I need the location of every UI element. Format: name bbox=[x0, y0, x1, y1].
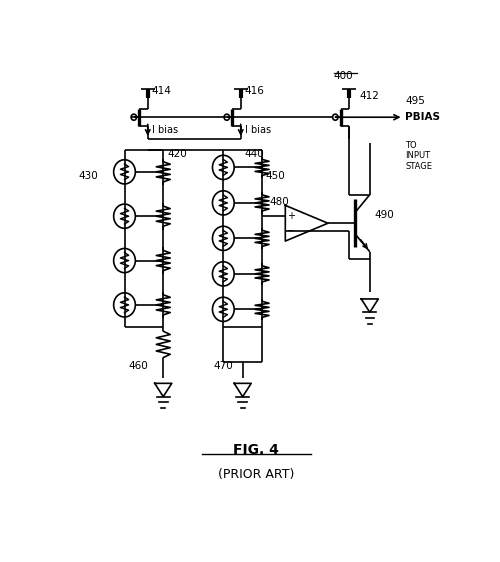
Text: 495: 495 bbox=[406, 96, 425, 106]
Text: 420: 420 bbox=[167, 149, 187, 159]
Text: 490: 490 bbox=[374, 210, 394, 220]
Text: I bias: I bias bbox=[152, 125, 178, 135]
Text: PBIAS: PBIAS bbox=[406, 112, 440, 122]
Text: 450: 450 bbox=[266, 171, 285, 180]
Text: 460: 460 bbox=[128, 361, 148, 371]
Text: I bias: I bias bbox=[244, 125, 271, 135]
Text: −: − bbox=[286, 226, 295, 236]
Text: 470: 470 bbox=[214, 361, 234, 371]
Text: 480: 480 bbox=[270, 197, 289, 207]
Text: 414: 414 bbox=[152, 86, 172, 96]
Text: 430: 430 bbox=[78, 171, 98, 180]
Text: 416: 416 bbox=[244, 86, 264, 96]
Text: 412: 412 bbox=[359, 90, 379, 101]
Text: (PRIOR ART): (PRIOR ART) bbox=[218, 468, 294, 481]
Text: 400: 400 bbox=[334, 71, 353, 81]
Text: FIG. 4: FIG. 4 bbox=[234, 443, 279, 457]
Text: TO
INPUT
STAGE: TO INPUT STAGE bbox=[406, 141, 432, 171]
Text: 440: 440 bbox=[244, 149, 264, 159]
Text: +: + bbox=[286, 211, 294, 221]
